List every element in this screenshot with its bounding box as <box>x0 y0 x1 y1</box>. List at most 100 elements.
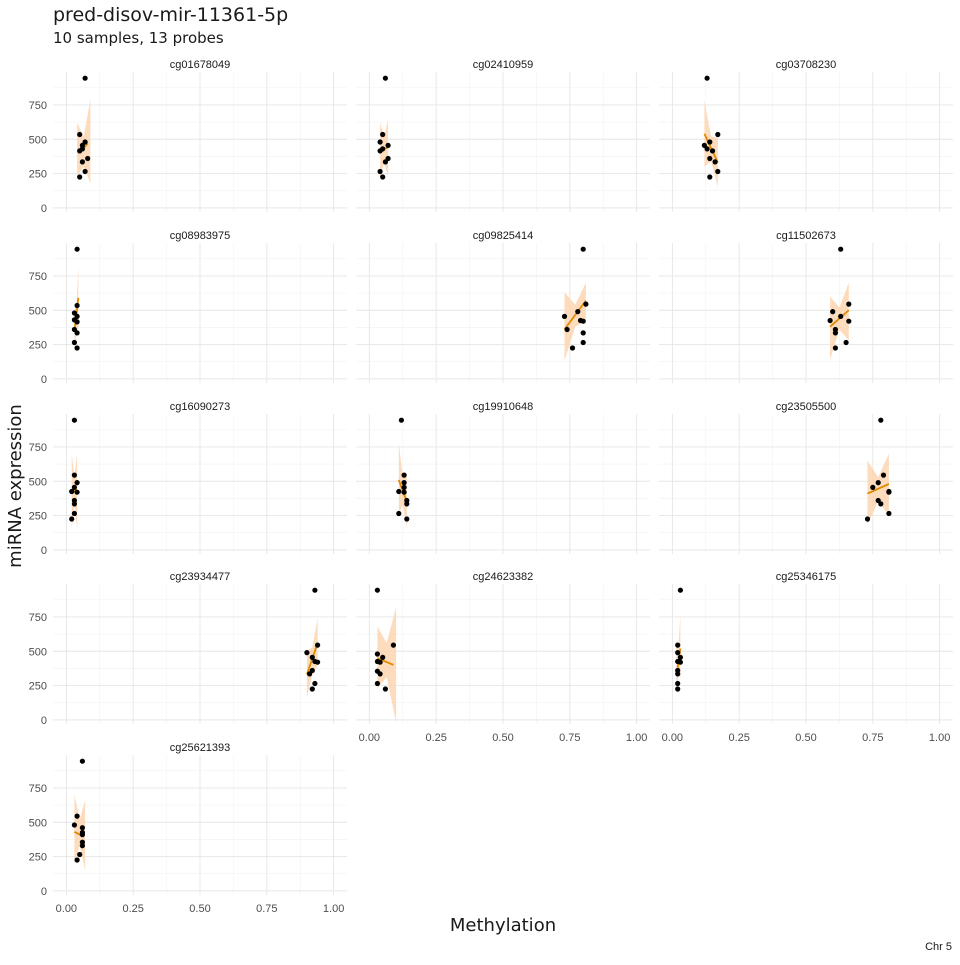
data-point <box>315 642 321 648</box>
confidence-band <box>377 607 397 723</box>
confidence-band <box>830 282 849 360</box>
y-tick-label: 250 <box>29 511 47 523</box>
y-tick-label: 500 <box>29 817 47 829</box>
y-tick-label: 750 <box>29 442 47 454</box>
data-point <box>675 680 681 687</box>
y-axis-label: miRNA expression <box>5 404 26 568</box>
y-tick-label: 500 <box>29 476 47 488</box>
data-point <box>675 650 681 656</box>
data-point <box>675 671 681 677</box>
facet-label: cg11502673 <box>776 230 836 242</box>
data-point <box>712 159 718 165</box>
data-point <box>385 142 391 148</box>
facet-label: cg23505500 <box>776 401 837 413</box>
x-tick-label: 1.00 <box>626 732 647 744</box>
data-point <box>382 686 388 692</box>
data-point <box>580 339 586 346</box>
data-point <box>380 654 386 661</box>
confidence-band <box>564 282 586 361</box>
y-tick-label: 750 <box>29 100 47 112</box>
data-point <box>312 587 318 593</box>
data-point <box>71 501 77 507</box>
data-point <box>74 480 80 486</box>
facet-panel: cg01678049 0 250 500 750 <box>29 59 347 215</box>
data-point <box>377 148 383 154</box>
data-point <box>71 484 77 490</box>
data-point <box>380 174 386 180</box>
data-point <box>71 472 77 478</box>
data-point <box>564 326 570 333</box>
data-point <box>374 651 380 657</box>
facet-label: cg01678049 <box>170 59 231 71</box>
data-point <box>832 345 839 351</box>
data-point <box>77 851 83 858</box>
x-tick-label: 1.00 <box>323 903 344 915</box>
data-point <box>830 309 836 315</box>
y-tick-label: 750 <box>29 612 47 624</box>
facet-label: cg03708230 <box>776 59 837 71</box>
x-tick-label: 0.50 <box>189 903 210 915</box>
chart-title: pred-disov-mir-11361-5p <box>53 4 288 26</box>
data-point <box>85 155 91 162</box>
data-point <box>401 480 407 486</box>
data-point <box>377 659 383 665</box>
chart-caption: Chr 5 <box>925 941 952 953</box>
data-point <box>374 680 380 687</box>
panel-grid <box>53 755 347 895</box>
data-point <box>675 686 681 692</box>
facet-panel: cg03708230 <box>659 59 953 212</box>
data-point <box>846 318 852 324</box>
regression-line <box>377 657 394 666</box>
data-point <box>864 516 871 522</box>
x-tick-label: 0.75 <box>256 903 277 915</box>
data-point <box>71 822 77 828</box>
data-point <box>390 642 396 648</box>
x-tick-label: 0.50 <box>795 732 816 744</box>
data-point <box>71 510 77 517</box>
data-point <box>307 671 313 677</box>
data-point <box>677 659 684 665</box>
regression-line <box>703 133 719 163</box>
y-tick-label: 250 <box>29 169 47 181</box>
data-point <box>74 246 80 252</box>
facet-panel: cg19910648 <box>356 401 650 554</box>
data-point <box>74 302 80 309</box>
data-point <box>561 313 568 319</box>
facet-label: cg19910648 <box>473 401 534 413</box>
data-point <box>82 75 88 81</box>
facet-label: cg24623382 <box>473 571 534 583</box>
panel-grid <box>659 243 953 383</box>
y-tick-label: 750 <box>29 783 47 795</box>
data-point <box>838 313 844 319</box>
facet-panel: cg25621393 0 250 500 750 0.00 0.25 0.50 0.75 1.00 <box>29 742 347 915</box>
regression-line <box>867 483 890 495</box>
y-tick-label: 0 <box>41 545 47 557</box>
regression-line <box>563 300 587 331</box>
data-point <box>580 330 586 336</box>
data-point <box>74 857 80 863</box>
data-point <box>704 75 710 81</box>
data-point <box>701 142 708 148</box>
data-point <box>380 131 386 138</box>
facet-label: cg08983975 <box>170 230 231 242</box>
data-point <box>69 488 75 495</box>
data-point <box>870 484 876 490</box>
data-point <box>79 758 85 764</box>
data-point <box>878 417 884 423</box>
data-point <box>79 825 85 831</box>
panel-grid <box>53 243 347 383</box>
data-point <box>377 168 383 175</box>
data-point <box>675 642 681 648</box>
data-point <box>74 345 80 351</box>
data-point <box>74 489 80 495</box>
data-point <box>709 148 716 154</box>
facet-panel: cg08983975 0 250 500 750 <box>29 230 347 386</box>
data-point <box>401 489 407 495</box>
data-point <box>82 168 88 175</box>
data-point <box>677 654 684 661</box>
data-point <box>875 480 881 486</box>
data-point <box>575 309 581 315</box>
x-tick-label: 0.25 <box>425 732 446 744</box>
data-point <box>396 510 402 517</box>
